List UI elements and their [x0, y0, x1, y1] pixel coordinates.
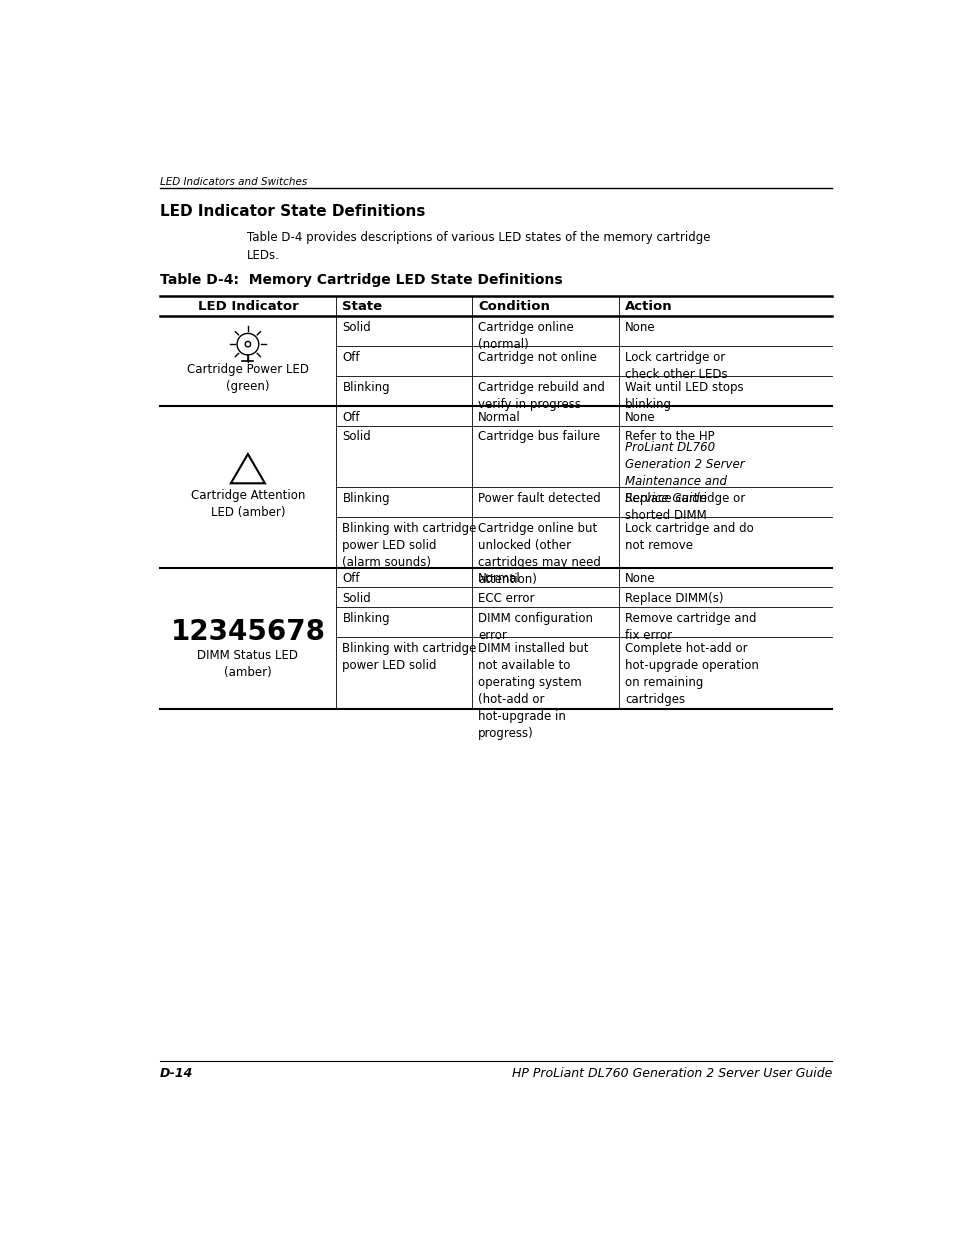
Text: Solid: Solid [342, 321, 371, 333]
Text: State: State [342, 300, 382, 312]
Text: Wait until LED stops
blinking: Wait until LED stops blinking [624, 380, 743, 411]
Text: Lock cartridge and do
not remove: Lock cartridge and do not remove [624, 521, 753, 552]
Text: Off: Off [342, 573, 359, 585]
Text: None: None [624, 573, 656, 585]
Text: Off: Off [342, 411, 359, 424]
Text: Blinking with cartridge
power LED solid: Blinking with cartridge power LED solid [342, 642, 476, 672]
Text: Complete hot-add or
hot-upgrade operation
on remaining
cartridges: Complete hot-add or hot-upgrade operatio… [624, 642, 759, 705]
Text: Power fault detected: Power fault detected [477, 492, 600, 505]
Text: Table D-4:  Memory Cartridge LED State Definitions: Table D-4: Memory Cartridge LED State De… [159, 273, 561, 287]
Text: Refer to the HP: Refer to the HP [624, 431, 714, 443]
Text: Normal: Normal [477, 411, 520, 424]
Text: Cartridge not online: Cartridge not online [477, 351, 597, 364]
Text: Remove cartridge and
fix error: Remove cartridge and fix error [624, 611, 756, 642]
Text: Off: Off [342, 351, 359, 364]
Text: ProLiant DL760
Generation 2 Server
Maintenance and
Service Guide: ProLiant DL760 Generation 2 Server Maint… [624, 441, 744, 505]
Text: Blinking: Blinking [342, 380, 390, 394]
Text: Solid: Solid [342, 592, 371, 605]
Text: ECC error: ECC error [477, 592, 534, 605]
Text: DIMM configuration
error: DIMM configuration error [477, 611, 593, 642]
Text: Normal: Normal [477, 573, 520, 585]
Text: LED Indicators and Switches: LED Indicators and Switches [159, 178, 307, 188]
Text: Action: Action [624, 300, 672, 312]
Text: Cartridge rebuild and
verify in progress: Cartridge rebuild and verify in progress [477, 380, 604, 411]
Text: Table D-4 provides descriptions of various LED states of the memory cartridge
LE: Table D-4 provides descriptions of vario… [247, 231, 710, 262]
Text: Blinking: Blinking [342, 492, 390, 505]
Text: Cartridge bus failure: Cartridge bus failure [477, 431, 599, 443]
Text: Cartridge online
(normal): Cartridge online (normal) [477, 321, 573, 351]
Text: LED Indicator State Definitions: LED Indicator State Definitions [159, 204, 424, 219]
Text: Cartridge Power LED
(green): Cartridge Power LED (green) [187, 363, 309, 393]
Text: 12345678: 12345678 [171, 619, 325, 646]
Text: None: None [624, 411, 656, 424]
Text: None: None [624, 321, 656, 333]
Text: Blinking: Blinking [342, 611, 390, 625]
Text: DIMM Status LED
(amber): DIMM Status LED (amber) [197, 650, 298, 679]
Text: Replace DIMM(s): Replace DIMM(s) [624, 592, 723, 605]
Text: LED Indicator: LED Indicator [197, 300, 298, 312]
Text: DIMM installed but
not available to
operating system
(hot-add or
hot-upgrade in
: DIMM installed but not available to oper… [477, 642, 588, 740]
Text: Lock cartridge or
check other LEDs: Lock cartridge or check other LEDs [624, 351, 727, 380]
Text: Cartridge online but
unlocked (other
cartridges may need
attention): Cartridge online but unlocked (other car… [477, 521, 600, 585]
Text: HP ProLiant DL760 Generation 2 Server User Guide: HP ProLiant DL760 Generation 2 Server Us… [512, 1067, 831, 1079]
Text: Replace cartridge or
shorted DIMM: Replace cartridge or shorted DIMM [624, 492, 745, 521]
Text: Cartridge Attention
LED (amber): Cartridge Attention LED (amber) [191, 489, 305, 519]
Text: Condition: Condition [477, 300, 549, 312]
Text: Blinking with cartridge
power LED solid
(alarm sounds): Blinking with cartridge power LED solid … [342, 521, 476, 568]
Text: Solid: Solid [342, 431, 371, 443]
Text: D-14: D-14 [159, 1067, 193, 1079]
